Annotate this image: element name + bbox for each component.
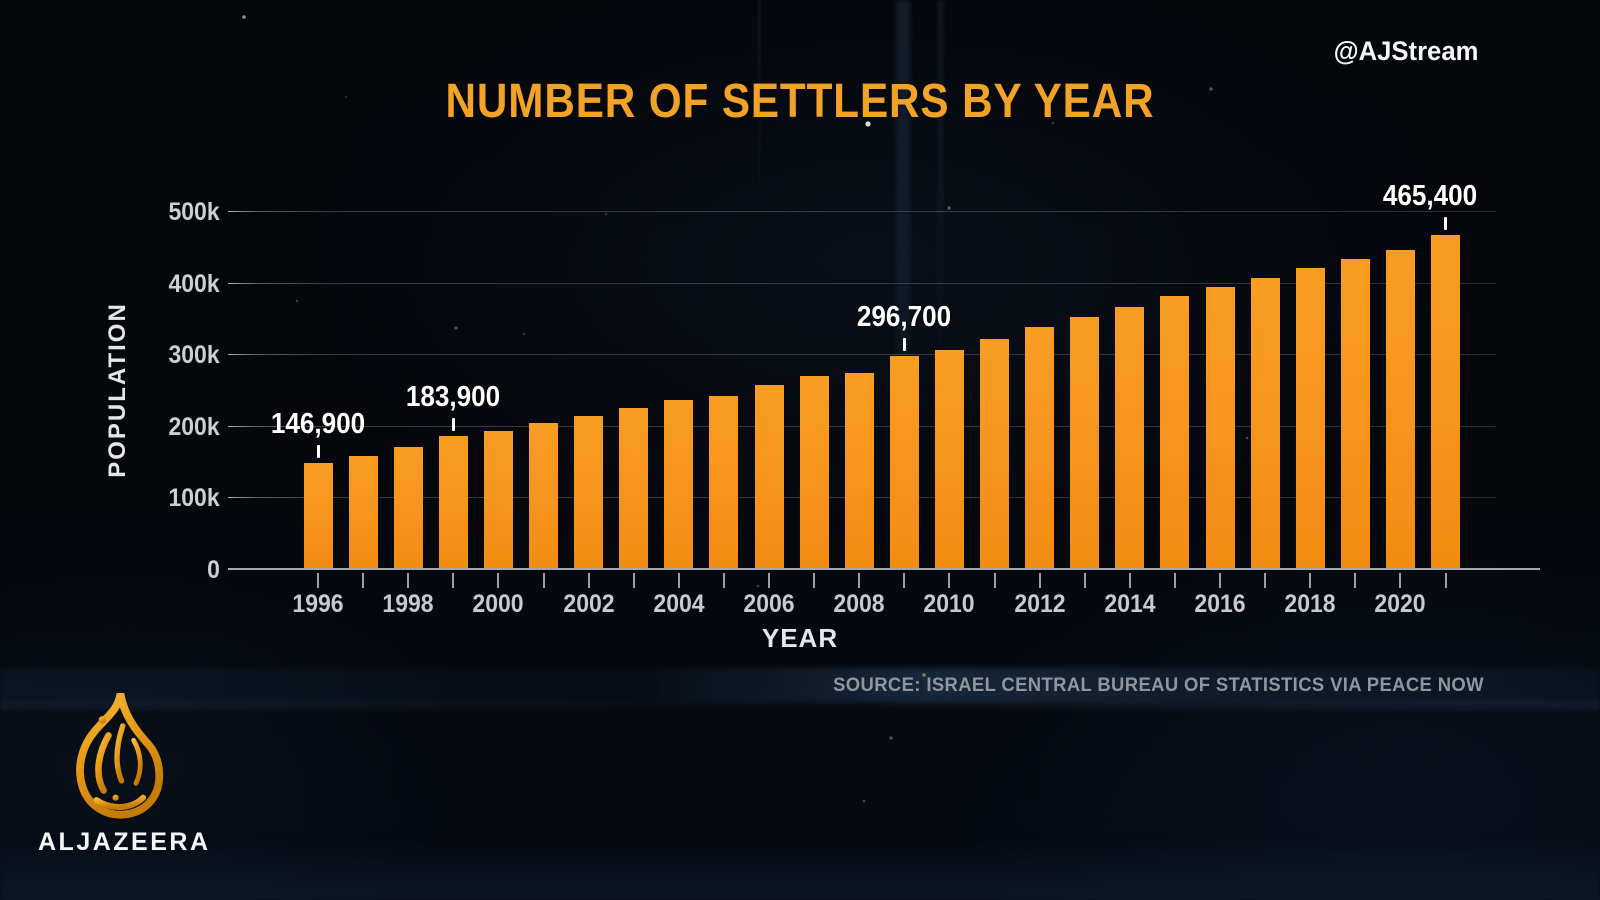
background-light-streak xyxy=(758,0,761,260)
x-tick-label-1996: 1996 xyxy=(292,590,344,618)
x-tick-label-2012: 2012 xyxy=(1014,590,1066,618)
x-tick-2003 xyxy=(632,573,635,588)
background-specks xyxy=(0,0,2,2)
y-tick-label: 300k xyxy=(168,341,220,370)
y-tick-label: 0 xyxy=(207,556,220,584)
bar-2013 xyxy=(1070,317,1100,568)
y-tick-label: 400k xyxy=(168,269,220,298)
bar-2008 xyxy=(844,372,874,568)
stream-handle: @AJStream xyxy=(1333,36,1478,66)
x-tick-1996 xyxy=(317,573,319,588)
x-tick-2005 xyxy=(722,573,725,588)
x-tick-2020 xyxy=(1399,573,1402,588)
bar-1999 xyxy=(438,436,468,568)
x-tick-2016 xyxy=(1219,573,1221,588)
x-tick-2011 xyxy=(993,573,996,588)
x-tick-label-2018: 2018 xyxy=(1284,590,1336,618)
x-tick-label-2010: 2010 xyxy=(923,590,975,618)
x-tick-label-1998: 1998 xyxy=(382,590,434,618)
x-axis-baseline xyxy=(228,568,1540,570)
y-tick-label: 100k xyxy=(168,484,220,513)
bar-2021 xyxy=(1431,234,1460,568)
background-bottom-glow xyxy=(0,836,1600,900)
x-axis-title: YEAR xyxy=(761,623,839,653)
bar-2002 xyxy=(574,415,604,568)
bar-value-pointer-2021 xyxy=(1444,216,1447,230)
bar-2001 xyxy=(529,423,558,568)
bar-value-pointer-1996 xyxy=(316,444,320,458)
bar-2015 xyxy=(1160,295,1190,568)
bar-2003 xyxy=(619,408,649,568)
y-tick-label: 500k xyxy=(168,198,220,226)
bar-1997 xyxy=(348,455,378,568)
source-credit: SOURCE: ISRAEL CENTRAL BUREAU OF STATIST… xyxy=(833,675,1484,696)
background-light-streak xyxy=(938,0,943,420)
x-tick-label-2016: 2016 xyxy=(1194,590,1246,618)
x-tick-label-2006: 2006 xyxy=(743,590,795,618)
gridline-400k xyxy=(228,282,1496,284)
x-tick-2018 xyxy=(1309,573,1312,588)
bar-2010 xyxy=(934,349,964,568)
bar-1998 xyxy=(393,447,423,568)
x-tick-2013 xyxy=(1083,573,1086,588)
aljazeera-logo-block: ALJAZEERA xyxy=(34,690,234,870)
x-tick-label-2004: 2004 xyxy=(653,590,705,618)
x-tick-2007 xyxy=(813,573,816,588)
x-tick-2006 xyxy=(768,573,770,588)
x-tick-2004 xyxy=(677,573,680,588)
bar-value-label-2021: 465,400 xyxy=(1382,179,1478,212)
bar-2006 xyxy=(754,385,784,568)
bar-2017 xyxy=(1250,278,1280,568)
bar-1996 xyxy=(303,462,333,568)
x-tick-1999 xyxy=(452,573,455,588)
bar-2020 xyxy=(1385,250,1415,568)
x-tick-2017 xyxy=(1264,573,1267,588)
bar-2012 xyxy=(1025,327,1055,568)
x-axis: 1996 1998 2000 2002 2004 2006 2008 2010 2012 2014… xyxy=(228,570,1540,630)
bar-2019 xyxy=(1340,258,1370,568)
x-tick-label-2014: 2014 xyxy=(1104,590,1156,618)
chart-title: NUMBER OF SETTLERS BY YEAR xyxy=(445,75,1155,128)
bar-value-label-2009: 296,700 xyxy=(857,300,952,333)
bar-2004 xyxy=(664,400,694,568)
bar-value-label-1996: 146,900 xyxy=(270,407,366,440)
aljazeera-flame-logo xyxy=(76,692,164,819)
x-tick-2015 xyxy=(1173,573,1176,588)
background-glow-band xyxy=(0,700,1600,710)
x-tick-2021 xyxy=(1444,573,1447,588)
bar-value-pointer-2009 xyxy=(902,337,906,351)
y-axis-title: POPULATION xyxy=(104,302,131,478)
gridline-300k xyxy=(228,354,1496,356)
x-tick-label-2000: 2000 xyxy=(472,590,524,618)
x-tick-1997 xyxy=(362,573,365,588)
x-tick-2010 xyxy=(948,573,951,588)
x-tick-2002 xyxy=(587,573,590,588)
x-tick-label-2008: 2008 xyxy=(833,590,885,618)
x-tick-2014 xyxy=(1128,573,1131,588)
x-tick-2001 xyxy=(542,573,545,588)
bar-2009 xyxy=(889,355,919,568)
bar-chart-plot-area: 0 100k 200k 300k 400k 500k 146,900 183,900 296,7… xyxy=(169,180,1540,583)
bar-2007 xyxy=(799,376,829,568)
x-tick-2008 xyxy=(858,573,861,588)
x-tick-2009 xyxy=(903,573,906,588)
bar-2000 xyxy=(483,430,513,568)
y-tick-label: 200k xyxy=(168,412,220,441)
bar-2018 xyxy=(1295,268,1325,568)
bar-value-label-1999: 183,900 xyxy=(406,381,501,414)
bar-2005 xyxy=(709,396,739,568)
x-tick-label-2002: 2002 xyxy=(563,590,615,618)
bar-2014 xyxy=(1115,306,1145,568)
bar-2011 xyxy=(980,338,1009,568)
background-glow-band xyxy=(0,668,1600,702)
x-tick-2000 xyxy=(497,573,500,588)
bar-value-pointer-1999 xyxy=(451,418,455,432)
aljazeera-wordmark: ALJAZEERA xyxy=(38,828,211,856)
x-tick-1998 xyxy=(407,573,410,588)
x-tick-2019 xyxy=(1354,573,1357,588)
gridline-500k xyxy=(228,211,1496,212)
x-tick-2012 xyxy=(1038,573,1041,588)
x-tick-label-2020: 2020 xyxy=(1374,590,1426,618)
bar-2016 xyxy=(1205,287,1235,568)
